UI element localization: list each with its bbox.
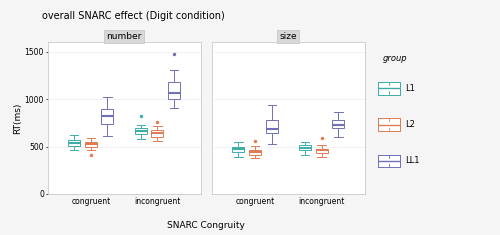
Text: L1: L1 xyxy=(405,84,415,93)
Bar xyxy=(232,146,244,152)
Bar xyxy=(168,82,180,99)
Text: overall SNARC effect (Digit condition): overall SNARC effect (Digit condition) xyxy=(42,11,225,21)
Bar xyxy=(85,142,97,147)
Bar xyxy=(135,128,147,134)
Text: LL1: LL1 xyxy=(405,157,419,165)
Bar xyxy=(316,149,328,153)
Bar xyxy=(249,149,261,155)
Bar xyxy=(332,120,344,128)
Bar xyxy=(266,121,278,133)
Bar xyxy=(102,109,114,124)
Y-axis label: RT(ms): RT(ms) xyxy=(13,102,22,134)
Bar xyxy=(68,140,80,146)
Title: number: number xyxy=(106,32,142,41)
Bar xyxy=(299,145,311,150)
Title: size: size xyxy=(280,32,297,41)
Text: group: group xyxy=(382,54,407,63)
Text: SNARC Congruity: SNARC Congruity xyxy=(168,221,245,230)
Bar xyxy=(152,130,164,137)
Text: L2: L2 xyxy=(405,120,415,129)
